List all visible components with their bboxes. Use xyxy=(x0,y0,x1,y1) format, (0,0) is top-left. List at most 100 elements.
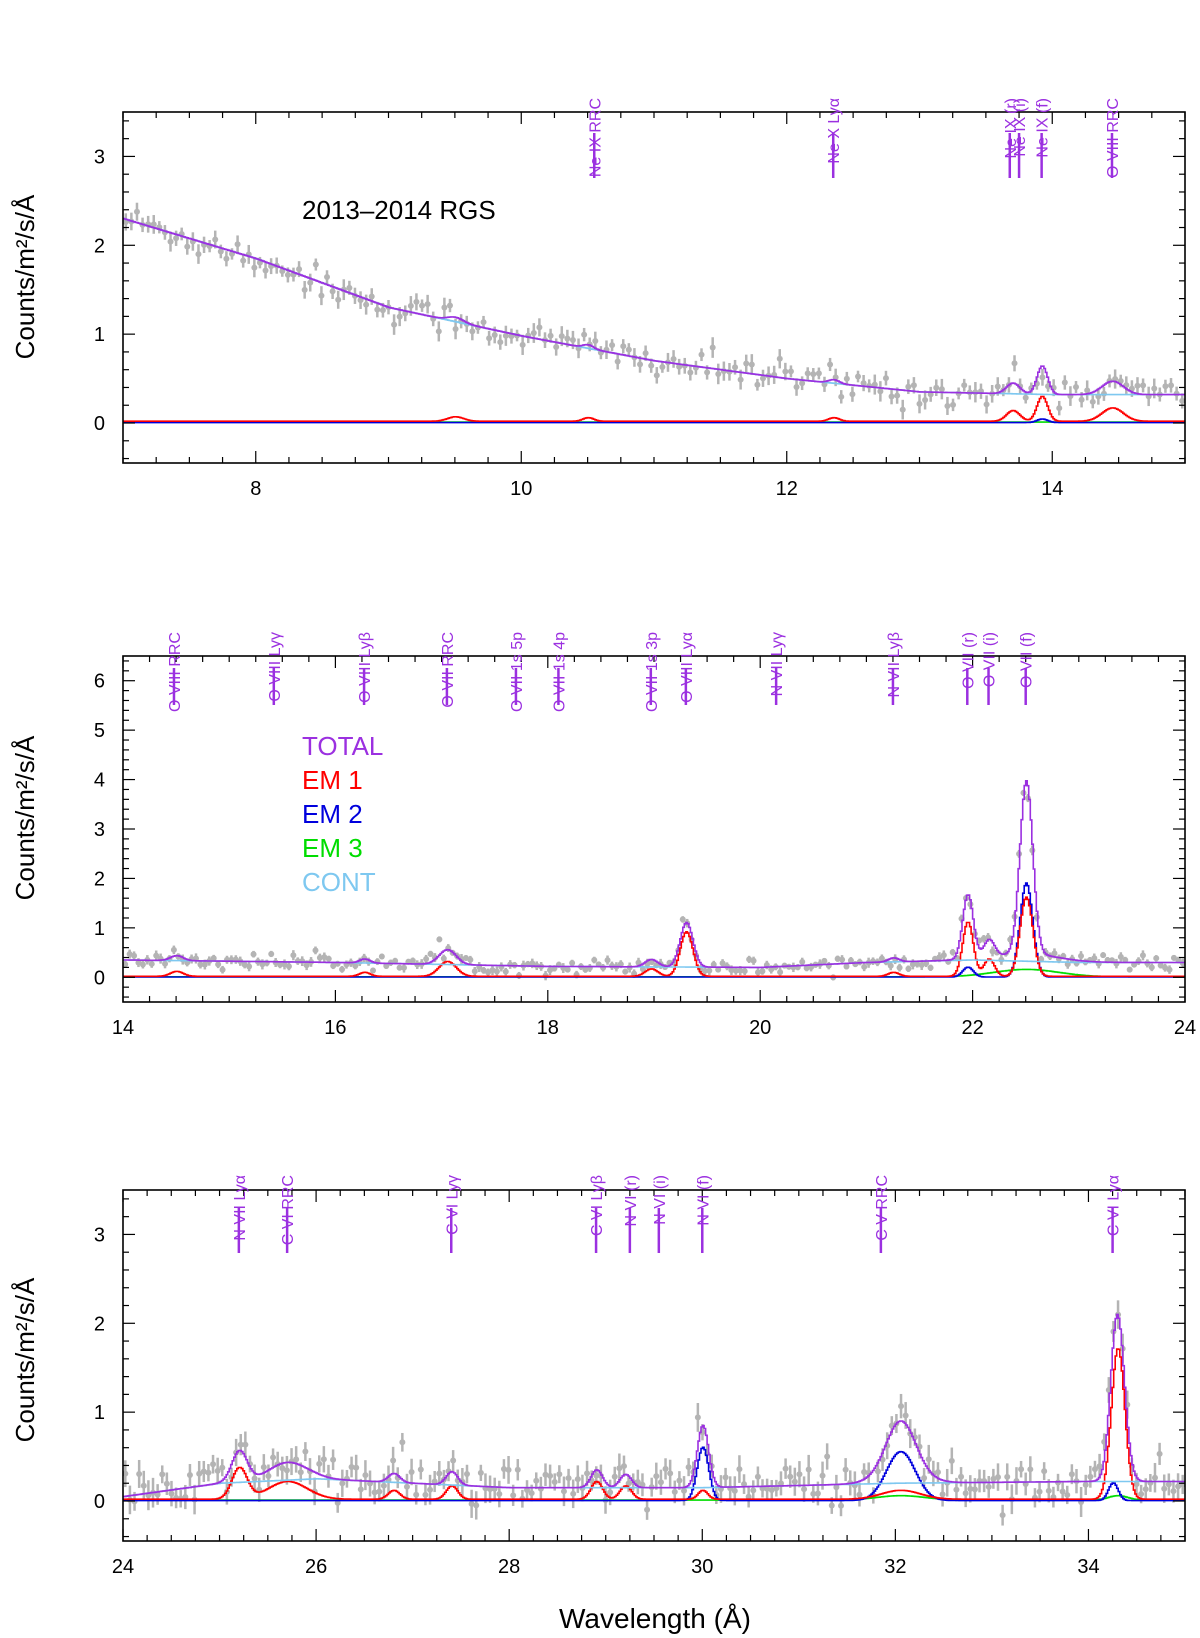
data-point xyxy=(644,1506,651,1513)
data-point xyxy=(500,1465,507,1472)
data-point xyxy=(219,1464,226,1471)
data-point xyxy=(614,358,621,365)
data-point xyxy=(600,964,607,971)
data-point xyxy=(949,949,956,956)
data-point xyxy=(302,1448,309,1455)
data-point xyxy=(592,338,599,345)
data-point xyxy=(1004,1473,1011,1480)
data-point xyxy=(1089,398,1096,405)
data-point xyxy=(123,1470,129,1477)
data-point xyxy=(240,257,247,264)
data-point xyxy=(1117,378,1124,385)
data-point xyxy=(607,1489,614,1496)
series-em1 xyxy=(123,896,1185,978)
data-point xyxy=(246,963,253,970)
line-label: O VII 1s 4p xyxy=(551,632,568,712)
data-point xyxy=(1078,396,1085,403)
line-label: N VII Lyβ xyxy=(886,632,903,698)
data-point xyxy=(329,288,336,295)
data-point xyxy=(436,936,443,943)
data-point xyxy=(553,344,560,351)
data-point xyxy=(153,952,160,959)
data-point xyxy=(653,372,660,379)
data-point xyxy=(471,968,478,975)
data-point xyxy=(801,1486,808,1493)
data-point xyxy=(777,1480,784,1487)
data-point xyxy=(882,375,889,382)
data-point xyxy=(879,1456,886,1463)
x-tick-label: 18 xyxy=(537,1017,559,1039)
data-point xyxy=(419,302,426,309)
data-point xyxy=(362,1472,369,1479)
data-point xyxy=(450,1457,457,1464)
data-point xyxy=(139,961,146,968)
series-em1 xyxy=(123,1348,1185,1500)
data-point xyxy=(948,1457,955,1464)
data-point xyxy=(357,1486,364,1493)
data-point xyxy=(828,1502,835,1509)
plot-frame xyxy=(122,111,1186,464)
data-point xyxy=(1064,1491,1071,1498)
data-point xyxy=(842,1466,849,1473)
legend-cont: CONT xyxy=(302,867,376,897)
x-axis-label: Wavelength (Å) xyxy=(559,1603,751,1634)
data-point xyxy=(877,388,884,395)
data-point xyxy=(754,381,761,388)
data-point xyxy=(467,956,474,963)
data-point xyxy=(346,284,353,291)
line-label: N VI (r) xyxy=(623,1175,640,1227)
data-point xyxy=(1117,953,1124,960)
data-point xyxy=(741,968,748,975)
data-point xyxy=(380,1482,387,1489)
data-point xyxy=(827,361,834,368)
observed-data xyxy=(123,1300,1185,1526)
data-point xyxy=(413,1491,420,1498)
data-point xyxy=(148,960,155,967)
data-point xyxy=(805,1466,812,1473)
data-point xyxy=(268,950,275,957)
data-point xyxy=(1036,1488,1043,1495)
data-point xyxy=(270,1454,277,1461)
data-point xyxy=(547,332,554,339)
y-tick-label: 1 xyxy=(94,918,105,940)
data-point xyxy=(1087,1473,1094,1480)
data-point xyxy=(1100,390,1107,397)
data-point xyxy=(768,1487,775,1494)
data-point xyxy=(502,332,509,339)
data-point xyxy=(312,261,319,268)
y-tick-label: 6 xyxy=(94,671,105,693)
data-point xyxy=(874,1468,881,1475)
data-point xyxy=(791,1478,798,1485)
x-tick-label: 12 xyxy=(776,478,798,500)
data-point xyxy=(217,248,224,255)
data-point xyxy=(547,1472,554,1479)
data-point xyxy=(909,961,916,968)
data-point xyxy=(123,961,129,968)
data-point xyxy=(799,380,806,387)
data-point xyxy=(653,1473,660,1480)
line-label: C VI Lyγ xyxy=(444,1175,461,1235)
data-point xyxy=(1138,1491,1145,1498)
data-point xyxy=(408,1468,415,1475)
data-point xyxy=(376,1488,383,1495)
data-point xyxy=(392,957,399,964)
data-point xyxy=(944,402,951,409)
data-point xyxy=(838,1502,845,1509)
data-point xyxy=(1100,952,1107,959)
data-point xyxy=(1091,1466,1098,1473)
y-tick-label: 1 xyxy=(94,324,105,346)
data-point xyxy=(934,1469,941,1476)
line-label: C V RRC xyxy=(874,1175,891,1241)
data-point xyxy=(558,333,565,340)
data-point xyxy=(215,961,222,968)
data-point xyxy=(1126,966,1133,973)
data-point xyxy=(262,267,269,274)
data-point xyxy=(983,401,990,408)
data-point xyxy=(741,1481,748,1488)
line-ids: O VIII RRC O VIII Lyγ O VIII Lyβ O VII RRC O… xyxy=(167,632,1036,712)
data-point xyxy=(223,255,230,262)
data-point xyxy=(921,1474,928,1481)
data-point xyxy=(210,1461,217,1468)
data-point xyxy=(782,368,789,375)
data-point xyxy=(529,960,536,967)
